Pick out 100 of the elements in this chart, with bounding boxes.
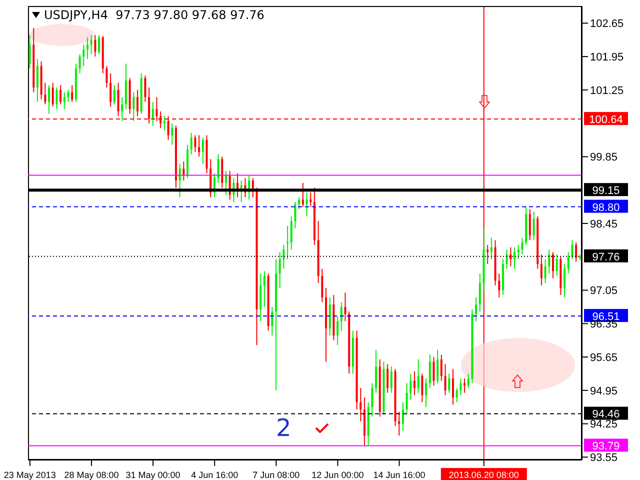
candlestick xyxy=(336,316,339,346)
candlestick xyxy=(78,54,81,74)
candlestick xyxy=(217,154,220,184)
candlestick xyxy=(298,196,300,210)
candlestick xyxy=(132,92,135,122)
candlestick xyxy=(60,84,62,105)
candlestick xyxy=(371,382,374,418)
candlestick xyxy=(190,132,192,155)
candlestick xyxy=(467,373,470,388)
x-tick-label: 7 Jun 08:00 xyxy=(252,470,300,480)
ref-line-label: 94.46 xyxy=(592,408,620,421)
candlestick xyxy=(410,373,412,400)
candlestick xyxy=(113,84,116,105)
ref-line-label: 100.64 xyxy=(589,114,623,126)
candlestick xyxy=(106,66,108,88)
x-tick-label: 4 Jun 16:00 xyxy=(191,470,238,480)
y-tick-label: 93.55 xyxy=(590,452,618,464)
candlestick xyxy=(386,364,389,394)
candlestick xyxy=(86,36,88,60)
candlestick xyxy=(556,254,558,276)
candlestick xyxy=(552,252,554,279)
candlestick xyxy=(448,373,450,394)
candlestick xyxy=(444,364,446,396)
y-tick-label: 97.05 xyxy=(590,285,618,298)
candlestick xyxy=(402,402,404,432)
candlestick xyxy=(152,101,154,126)
candlestick xyxy=(406,382,408,415)
y-tick-label: 99.85 xyxy=(590,152,618,164)
candlestick xyxy=(290,216,292,250)
candlestick xyxy=(302,182,304,208)
candlestick xyxy=(514,246,516,270)
x-tick-label: 12 Jun 00:00 xyxy=(312,470,364,480)
candlestick xyxy=(48,84,50,114)
candlestick xyxy=(544,258,546,284)
x-tick-label: 23 May 2013 xyxy=(4,470,56,480)
candlestick xyxy=(294,202,296,229)
candlestick xyxy=(540,254,542,286)
candlestick xyxy=(124,63,127,110)
candlestick xyxy=(398,411,400,436)
candlestick xyxy=(432,356,435,386)
candlestick xyxy=(344,292,346,322)
candlestick xyxy=(178,163,181,198)
candlestick xyxy=(110,72,112,108)
ref-line-label: 98.80 xyxy=(592,202,620,214)
candlestick xyxy=(198,134,200,158)
chart-title: USDJPY,H4 97.73 97.80 97.68 97.76 xyxy=(44,8,264,22)
candlestick xyxy=(521,237,524,255)
candlestick xyxy=(56,87,58,110)
candlestick xyxy=(360,387,362,422)
candlestick xyxy=(340,302,342,332)
candlestick xyxy=(36,58,38,102)
candlestick xyxy=(194,134,196,152)
y-tick-label: 94.25 xyxy=(590,418,618,431)
candlestick xyxy=(28,34,31,69)
candlestick xyxy=(182,160,185,182)
candlestick xyxy=(263,270,266,308)
candlestick xyxy=(464,378,466,394)
y-tick-label: 101.25 xyxy=(590,84,624,97)
candlestick xyxy=(202,137,204,164)
candlestick xyxy=(310,192,312,208)
candlestick xyxy=(44,82,46,105)
candlestick xyxy=(136,89,138,117)
candlestick xyxy=(440,354,442,382)
x-tick-label: 14 Jun 16:00 xyxy=(373,470,426,480)
candlestick xyxy=(375,349,378,394)
candlestick xyxy=(532,211,535,241)
candlestick xyxy=(171,122,174,146)
candlestick xyxy=(163,116,166,131)
candlestick xyxy=(425,378,428,408)
candlestick xyxy=(452,368,454,406)
ref-line-label: 97.76 xyxy=(592,251,620,264)
y-tick-label: 101.95 xyxy=(590,51,624,64)
y-tick-label: 94.95 xyxy=(590,385,618,398)
ref-line-label: 99.15 xyxy=(592,185,620,198)
candlestick xyxy=(548,249,550,274)
candlestick xyxy=(71,84,74,102)
candlestick xyxy=(456,387,458,403)
candlestick xyxy=(90,34,92,55)
x-tick-label: 28 May 08:00 xyxy=(64,470,119,480)
candlestick xyxy=(571,240,574,260)
candlestick xyxy=(278,252,281,288)
candlestick xyxy=(564,264,566,298)
candlestick xyxy=(94,34,96,58)
ref-line-label: 93.79 xyxy=(592,440,620,453)
y-tick-label: 98.45 xyxy=(590,218,618,230)
candlestick xyxy=(421,373,424,403)
candlestick xyxy=(490,237,492,260)
candlestick xyxy=(63,92,66,110)
candlestick xyxy=(286,225,289,260)
candlestick xyxy=(271,306,274,336)
candlestick xyxy=(52,82,54,108)
candlestick xyxy=(82,44,85,67)
candlestick xyxy=(390,366,392,394)
candlestick xyxy=(221,156,224,188)
candlestick xyxy=(260,273,262,322)
candlestick xyxy=(224,170,227,196)
candlestick xyxy=(575,242,578,262)
candlestick xyxy=(144,75,146,102)
candlestick xyxy=(413,370,416,396)
candlestick xyxy=(417,358,420,394)
